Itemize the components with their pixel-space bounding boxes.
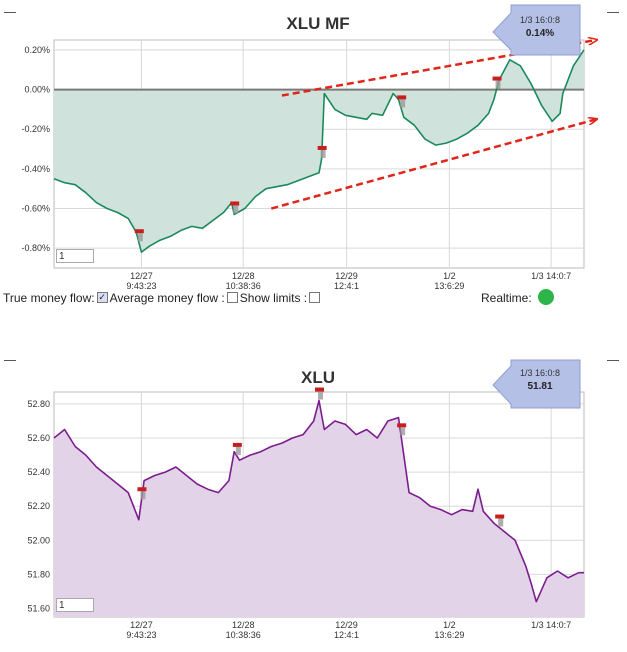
c1-area-fill: [54, 49, 584, 253]
c2-x-tick-date: 1/2: [443, 620, 456, 630]
c2-event-marker-stem: [498, 518, 504, 527]
c1-y-tick-label: -0.20%: [21, 124, 50, 134]
realtime-status-icon[interactable]: [537, 289, 554, 305]
mf-event-markers: [134, 76, 502, 242]
c1-event-marker[interactable]: [134, 229, 144, 234]
c2-event-marker[interactable]: [397, 423, 407, 428]
show-limits-checkbox[interactable]: [309, 292, 321, 304]
mf-callout-time: 1/3 16:0:8: [520, 15, 560, 25]
c2-x-tick-date: 12/27: [130, 620, 153, 630]
c1-event-marker-stem: [233, 205, 239, 214]
price-y-ticks: 52.80 52.60 52.40 52.20 52.00 51.80 51.60: [27, 399, 50, 614]
panel-dash-top-right: [607, 12, 619, 13]
c1-x-tick-date: 1/2: [443, 271, 456, 281]
price-callout: 1/3 16:0:8 51.81: [492, 359, 581, 409]
average-money-flow-checkbox[interactable]: [226, 292, 238, 304]
c1-x-tick-time: 12:4:1: [334, 281, 359, 291]
c1-trend-arrow: [270, 119, 596, 210]
c1-series-line: [53, 49, 585, 253]
true-money-flow-checkbox[interactable]: ✓: [96, 292, 108, 304]
c2-event-marker-stem: [235, 446, 241, 455]
c2-event-marker[interactable]: [137, 487, 147, 492]
c2-x-tick-time: 10:38:36: [226, 630, 261, 640]
c2-y-tick-label: 52.80: [27, 399, 50, 409]
mf-x-ticks: 12/279:43:2312/2810:38:3612/2912:4:11/21…: [126, 271, 571, 291]
panel-dash-mid-right: [607, 360, 619, 361]
c1-event-marker-stem: [320, 149, 326, 158]
price-zoom-input[interactable]: 1: [56, 598, 94, 612]
c2-y-tick-label: 52.40: [27, 467, 50, 477]
c1-x-tick-date: 1/3 14:0:7: [531, 271, 571, 281]
c1-event-marker[interactable]: [230, 201, 240, 206]
c2-event-marker[interactable]: [232, 442, 242, 447]
c1-x-tick-time: 9:43:23: [126, 281, 156, 291]
c2-series-line: [53, 399, 584, 603]
c2-x-tick-date: 12/29: [335, 620, 358, 630]
mf-zoom-input[interactable]: 1: [56, 249, 94, 263]
mf-area: [53, 49, 585, 253]
price-callout-value: 51.81: [527, 381, 552, 392]
mf-callout-arrow: [492, 4, 581, 56]
c2-y-tick-label: 51.60: [27, 603, 50, 613]
c2-y-tick-label: 52.20: [27, 501, 50, 511]
price-callout-time: 1/3 16:0:8: [520, 368, 560, 378]
c2-x-tick-time: 13:6:29: [434, 630, 464, 640]
c1-x-tick-time: 10:38:36: [226, 281, 261, 291]
true-money-flow-label: True money flow:: [3, 291, 95, 305]
c1-y-tick-label: 0.20%: [24, 45, 50, 55]
c2-event-marker-stem: [400, 427, 406, 436]
c1-event-marker-stem: [400, 99, 406, 108]
c2-x-tick-time: 12:4:1: [334, 630, 359, 640]
mf-y-ticks: 0.20% 0.00% -0.20% -0.40% -0.60% -0.80%: [21, 45, 50, 253]
price-chart-title: XLU: [301, 368, 335, 387]
c2-y-tick-label: 52.00: [27, 535, 50, 545]
flow-controls: True money flow: ✓ Average money flow : Sho…: [3, 291, 322, 305]
mf-callout: 1/3 16:0:8 0.14%: [492, 4, 581, 56]
c1-x-tick-time: 13:6:29: [434, 281, 464, 291]
c1-y-tick-label: -0.60%: [21, 204, 50, 214]
c2-event-marker-stem: [318, 391, 323, 400]
mf-chart-title: XLU MF: [286, 14, 349, 33]
price-chart: XLU 52.8052.6052.4052.2052.0051.8051.60 …: [27, 359, 585, 640]
c2-x-tick-time: 9:43:23: [126, 630, 156, 640]
panel-dash-mid-left: [4, 360, 16, 361]
c1-x-tick-date: 12/27: [130, 271, 153, 281]
price-callout-arrow: [492, 359, 581, 409]
c1-x-tick-date: 12/29: [335, 271, 358, 281]
c1-y-tick-label: 0.00%: [24, 85, 50, 95]
price-event-markers: [137, 387, 505, 527]
c1-event-marker-stem: [495, 80, 501, 89]
c1-event-marker[interactable]: [492, 76, 502, 81]
price-area: [53, 399, 584, 617]
c1-event-marker[interactable]: [397, 95, 407, 100]
realtime-indicator: Realtime:: [481, 289, 554, 307]
c1-y-tick-label: -0.40%: [21, 164, 50, 174]
c2-y-tick-label: 51.80: [27, 569, 50, 579]
c2-x-tick-date: 12/28: [232, 620, 255, 630]
c1-event-marker-stem: [137, 233, 143, 242]
c2-event-marker[interactable]: [315, 387, 324, 392]
c1-event-marker[interactable]: [317, 145, 327, 150]
show-limits-label: Show limits :: [239, 291, 308, 305]
c1-y-tick-label: -0.80%: [21, 243, 50, 253]
price-x-ticks: 12/279:43:2312/2810:38:3612/2912:4:11/21…: [126, 620, 571, 640]
money-flow-chart: XLU MF 0.20% 0.00% -0.20% -0.40% -0.60% -0.80…: [21, 4, 627, 291]
mf-callout-value: 0.14%: [526, 28, 554, 39]
c2-x-tick-date: 1/3 14:0:7: [531, 620, 571, 630]
c2-y-tick-label: 52.60: [27, 433, 50, 443]
panel-dash-top-left: [4, 12, 16, 13]
c2-area-fill: [54, 400, 584, 617]
average-money-flow-label: Average money flow :: [109, 291, 225, 305]
c2-event-marker[interactable]: [495, 514, 505, 519]
c1-x-tick-date: 12/28: [232, 271, 255, 281]
realtime-label: Realtime:: [481, 291, 532, 306]
c2-event-marker-stem: [140, 491, 146, 500]
